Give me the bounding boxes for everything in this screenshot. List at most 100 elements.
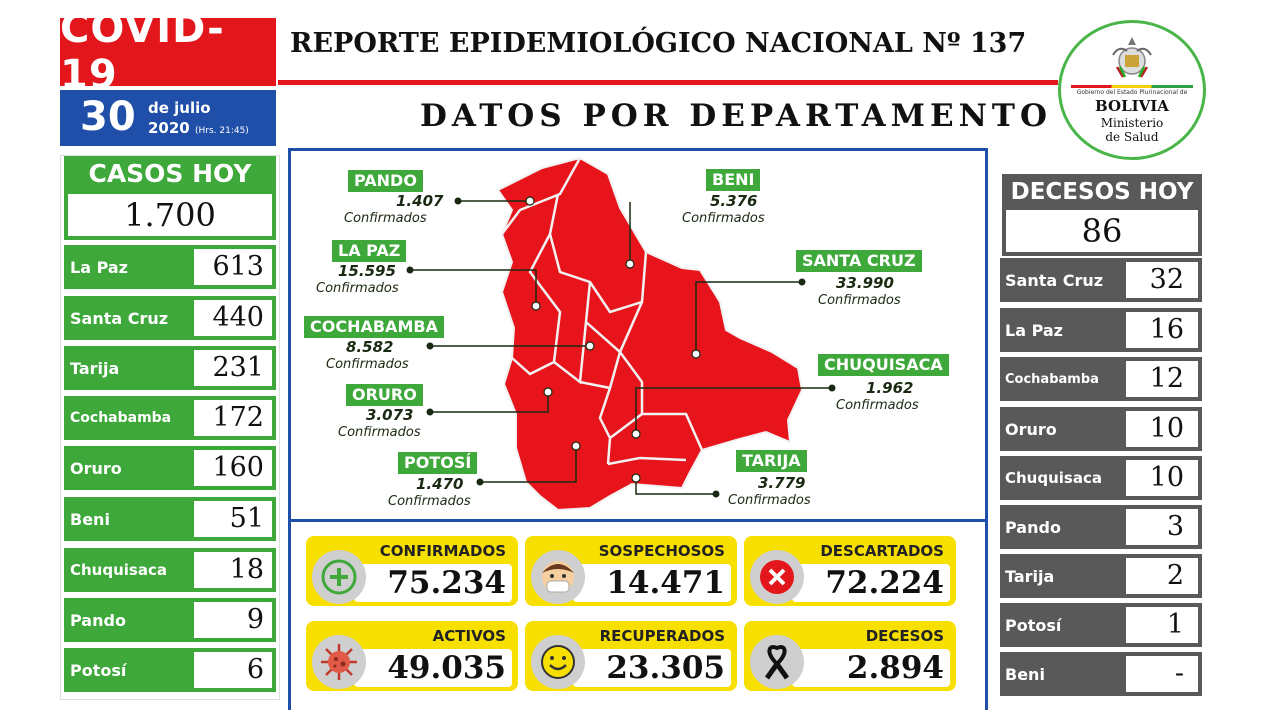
connector-lines: [410, 200, 832, 495]
deaths-row-name: Santa Cruz: [1005, 270, 1104, 290]
map-label-oruro: ORURO: [346, 384, 423, 406]
header-divider: [278, 80, 1058, 85]
cases-row-value: 18: [194, 552, 272, 588]
map-label-chuquisaca: CHUQUISACA: [818, 354, 949, 376]
cases-row: Beni 51: [64, 497, 276, 541]
deaths-row: Beni -: [1000, 652, 1202, 696]
card-label: SOSPECHOSOS: [598, 542, 725, 560]
x-circle-icon: [750, 550, 804, 604]
deaths-row: La Paz 16: [1000, 308, 1202, 352]
map-confirmed-potosi: Confirmados: [388, 494, 471, 509]
deaths-row-name: La Paz: [1005, 320, 1063, 340]
card-value: 75.234: [354, 564, 512, 602]
map-label-potosi: POTOSÍ: [398, 452, 478, 474]
deaths-row-value: 12: [1126, 361, 1198, 397]
deaths-row-name: Tarija: [1005, 566, 1055, 586]
map-value-oruro: 3.073: [366, 406, 414, 424]
cases-row-name: Chuquisaca: [70, 560, 167, 579]
cases-row-value: 172: [194, 400, 272, 436]
map-confirmed-pando: Confirmados: [344, 211, 427, 226]
cases-row-value: 9: [194, 602, 272, 638]
card-value: 23.305: [573, 649, 731, 687]
card-decesos: DECESOS 2.894: [744, 621, 956, 691]
map-value-beni: 5.376: [710, 192, 758, 210]
covid-title: COVID-19: [60, 6, 225, 98]
map-confirmed-santacruz: Confirmados: [818, 293, 901, 308]
card-sospechosos: SOSPECHOSOS 14.471: [525, 536, 737, 606]
cases-row-name: Santa Cruz: [70, 308, 169, 328]
cases-row: Tarija 231: [64, 346, 276, 390]
frame-line-right: [985, 150, 988, 710]
card-label: DESCARTADOS: [820, 542, 944, 560]
map-value-tarija: 3.779: [758, 474, 806, 492]
card-recuperados: RECUPERADOS 23.305: [525, 621, 737, 691]
deaths-row-name: Pando: [1005, 517, 1061, 537]
map-confirmed-beni: Confirmados: [682, 211, 765, 226]
deaths-row-name: Cochabamba: [1005, 371, 1099, 387]
cases-today-title: CASOS HOY: [64, 156, 276, 192]
cases-row-name: Potosí: [70, 660, 127, 680]
cases-row-value: 6: [194, 652, 272, 688]
deaths-row-name: Oruro: [1005, 419, 1057, 439]
deaths-row: Potosí 1: [1000, 603, 1202, 647]
cases-row-value: 613: [194, 249, 272, 285]
map-value-potosi: 1.470: [416, 475, 464, 493]
deaths-row-value: 16: [1126, 312, 1198, 348]
card-activos: ACTIVOS 49.035: [306, 621, 518, 691]
card-value: 14.471: [573, 564, 731, 602]
cases-row-value: 160: [194, 450, 272, 486]
deaths-row-name: Potosí: [1005, 615, 1062, 635]
virus-icon: [312, 635, 366, 689]
deaths-row: Cochabamba 12: [1000, 357, 1202, 401]
deaths-row-value: -: [1126, 656, 1198, 692]
bolivia-map: [406, 156, 836, 512]
map-confirmed-cochabamba: Confirmados: [326, 357, 409, 372]
cases-row-name: Cochabamba: [70, 409, 172, 426]
date-box: 30 de julio 2020 (Hrs. 21:45): [60, 90, 276, 146]
map-value-chuquisaca: 1.962: [866, 379, 914, 397]
frame-line-left: [288, 150, 291, 710]
cases-row: La Paz 613: [64, 245, 276, 289]
cases-row-value: 51: [194, 501, 272, 537]
deaths-row-value: 10: [1126, 411, 1198, 447]
department-markers: [525, 196, 701, 483]
card-label: DECESOS: [865, 627, 944, 645]
cases-today-total: 1.700: [68, 194, 272, 236]
map-label-pando: PANDO: [348, 170, 423, 192]
cases-row: Santa Cruz 440: [64, 296, 276, 340]
card-label: CONFIRMADOS: [379, 542, 506, 560]
deaths-row-value: 2: [1126, 558, 1198, 594]
card-value: 72.224: [792, 564, 950, 602]
deaths-today-total-box: 86: [1002, 206, 1202, 256]
map-label-tarija: TARIJA: [736, 450, 807, 472]
deaths-row-value: 3: [1126, 509, 1198, 545]
date-year-value: 2020: [148, 119, 190, 137]
card-label: ACTIVOS: [432, 627, 506, 645]
date-day: 30: [80, 94, 136, 140]
cases-row: Cochabamba 172: [64, 396, 276, 440]
badge-country: BOLIVIA: [1095, 97, 1169, 115]
map-label-lapaz: LA PAZ: [332, 240, 407, 262]
deaths-row-value: 1: [1126, 607, 1198, 643]
map-value-pando: 1.407: [396, 192, 444, 210]
deaths-today-total: 86: [1006, 210, 1198, 252]
date-month: de julio: [148, 99, 211, 117]
mourning-ribbon-icon: [750, 635, 804, 689]
deaths-row: Oruro 10: [1000, 407, 1202, 451]
plus-icon: [312, 550, 366, 604]
card-confirmados: CONFIRMADOS 75.234: [306, 536, 518, 606]
deaths-row-value: 10: [1126, 460, 1198, 496]
map-label-cochabamba: COCHABAMBA: [304, 316, 444, 338]
cases-row: Chuquisaca 18: [64, 548, 276, 592]
frame-line-top: [288, 148, 988, 151]
deaths-row: Tarija 2: [1000, 554, 1202, 598]
smile-icon: [531, 635, 585, 689]
badge-ministry: Ministerio de Salud: [1061, 116, 1203, 144]
deaths-row-name: Chuquisaca: [1005, 468, 1102, 487]
card-value: 2.894: [792, 649, 950, 687]
deaths-today-title: DECESOS HOY: [1002, 174, 1202, 210]
date-year: 2020 (Hrs. 21:45): [148, 119, 249, 137]
cases-row-name: Tarija: [70, 358, 120, 378]
map-confirmed-oruro: Confirmados: [338, 425, 421, 440]
badge-ministry-line1: Ministerio: [1100, 116, 1164, 130]
